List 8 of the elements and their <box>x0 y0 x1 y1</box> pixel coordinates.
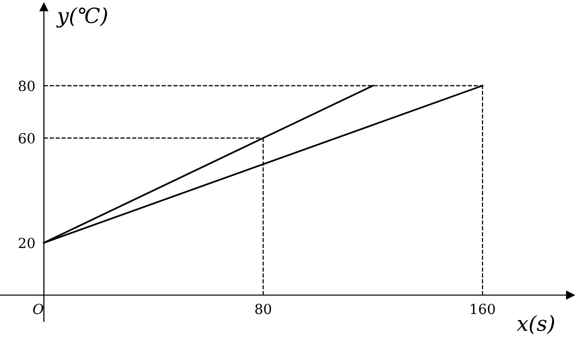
y-tick-label: 20 <box>18 238 35 248</box>
y-axis-title: y(℃) <box>56 7 108 28</box>
y-tick-label: 80 <box>18 80 35 92</box>
x-tick-label: O <box>33 304 44 314</box>
x-tick-label: 80 <box>255 304 272 314</box>
x-tick-label: 160 <box>470 304 495 314</box>
x-axis-title: x(s) <box>516 315 554 334</box>
y-tick-label: 60 <box>18 133 35 144</box>
